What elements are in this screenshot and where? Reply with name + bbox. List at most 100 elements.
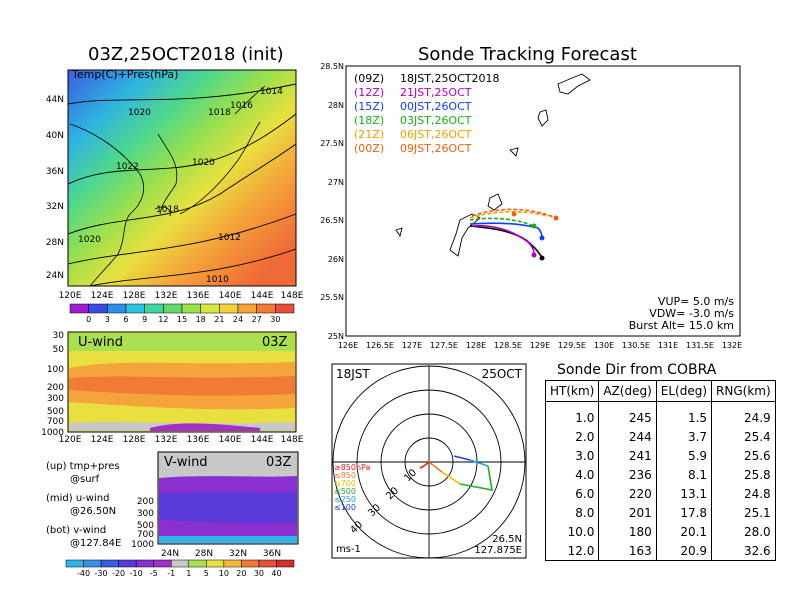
colorbar-label: 20 — [236, 569, 246, 578]
colorbar-swatch — [118, 559, 137, 568]
lon-tick-label: 120E — [59, 435, 82, 444]
p-tick-label: 200 — [137, 497, 154, 507]
p-tick-label: 300 — [137, 509, 154, 519]
lon-tick-label: 130.5E — [622, 341, 650, 350]
v-wind-time: 03Z — [266, 455, 292, 470]
lat-tick-label: 36N — [263, 549, 281, 559]
table-row: 3.0 241 5.9 25.6 — [544, 446, 776, 465]
table-row: 4.0 236 8.1 25.8 — [544, 465, 776, 484]
colorbar-swatch — [163, 303, 183, 314]
colorbar-label: 24 — [233, 315, 243, 324]
sonde-dir-table: HT(km) AZ(deg) EL(deg) RNG(km) 1.0 245 1… — [544, 380, 776, 561]
isobar-label: 1022 — [116, 162, 139, 172]
lon-tick-label: 148E — [281, 291, 304, 301]
table-cell: 241 — [598, 446, 657, 465]
colorbar-swatch — [144, 303, 164, 314]
level-label: ≥850hPa — [334, 463, 371, 472]
table-cell: 8.0 — [544, 503, 600, 522]
hodograph-header: 18JST 25OCT — [336, 367, 523, 381]
table-cell: 244 — [598, 427, 657, 446]
legend-time: 09JST,26OCT — [400, 142, 472, 155]
colorbar-label: 3 — [105, 315, 110, 324]
isobar-label: 1010 — [206, 275, 229, 285]
p-tick-label: 1000 — [131, 540, 154, 550]
field-label: Temp(C)+Pres(hPa) — [71, 68, 178, 81]
legend-time: 21JST,25OCT — [400, 86, 472, 99]
hodograph-time-left: 18JST — [336, 367, 370, 381]
colorbar-swatch — [100, 559, 119, 568]
colorbar-swatch — [135, 559, 154, 568]
legend-time: 06JST,26OCT — [400, 128, 472, 141]
lon-tick-label: 131.5E — [686, 341, 714, 350]
colorbar-label: 10 — [219, 569, 229, 578]
p-tick-label: 50 — [53, 345, 65, 355]
hodograph-lon: 127.875E — [474, 545, 522, 556]
table-cell: 32.6 — [711, 541, 776, 561]
colorbar-label: 1 — [186, 569, 191, 578]
hodograph-time-right: 25OCT — [482, 367, 523, 381]
p-tick-label: 30 — [53, 331, 65, 341]
tracking-map: (09Z) 18JST,25OCT2018 (12Z) 21JST,25OCT … — [320, 62, 742, 350]
colorbar-swatch — [223, 559, 242, 568]
colorbar-label: 30 — [254, 569, 264, 578]
level-label: ≤850 — [334, 471, 356, 480]
note-line: (up) tmp+pres — [46, 461, 120, 472]
table-cell: 2.0 — [544, 427, 600, 446]
forecast-params: VUP= 5.0 m/s VDW= -3.0 m/s Burst Alt= 15… — [629, 295, 735, 332]
p-tick-label: 100 — [47, 365, 64, 375]
surface-map: Temp(C)+Pres(hPa) 1020 1018 1016 1014 10… — [46, 68, 304, 324]
temperature-field — [67, 69, 297, 287]
lat-tick-label: 27.5N — [320, 139, 344, 148]
lon-tick-label: 132E — [155, 435, 178, 444]
lon-tick-label: 127E — [402, 341, 422, 350]
colorbar-swatch — [276, 559, 295, 568]
legend-zulu: (00Z) — [354, 142, 384, 155]
colorbar-label: 9 — [142, 315, 147, 324]
colorbar-swatch — [206, 559, 225, 568]
table-cell: 28.0 — [711, 522, 776, 541]
colorbar-swatch — [107, 303, 127, 314]
table-cell: 13.1 — [655, 484, 713, 503]
table-row: 12.0 163 20.9 32.6 — [544, 541, 776, 561]
level-label: ≤500 — [334, 487, 356, 496]
table-cell: 163 — [598, 541, 657, 561]
level-label: ≤100 — [334, 503, 356, 512]
legend-zulu: (09Z) — [354, 72, 384, 85]
p-tick-label: 500 — [137, 521, 154, 531]
v-wind-label: V-wind — [164, 455, 208, 470]
colorbar-label: 30 — [270, 315, 280, 324]
p-tick-label: 300 — [47, 394, 64, 404]
hodograph-lat: 26.5N — [492, 534, 522, 545]
table-cell: 1.5 — [655, 401, 713, 427]
table-cell: 12.0 — [544, 541, 600, 561]
colorbar-label: 0 — [86, 315, 91, 324]
lat-tick-label: 24N — [161, 549, 179, 559]
lat-tick-label: 32N — [46, 202, 64, 212]
table-row: 1.0 245 1.5 24.9 — [544, 401, 776, 427]
lat-tick-label: 25N — [328, 332, 344, 341]
table-cell: 1.0 — [544, 401, 600, 427]
isobar-label: 1018 — [208, 108, 231, 118]
table-cell: 3.0 — [544, 446, 600, 465]
colorbar-swatch — [69, 303, 89, 314]
table-row: 10.0 180 20.1 28.0 — [544, 522, 776, 541]
lat-tick-label: 26.5N — [320, 216, 344, 225]
p-tick-label: 700 — [137, 530, 154, 540]
colorbar-label: 18 — [196, 315, 206, 324]
hodograph: 18JST 25OCT 10 20 30 40 ≥850hPa ≤850 ≤70… — [331, 363, 527, 559]
colorbar-swatch — [65, 559, 84, 568]
lat-tick-label: 24N — [46, 271, 64, 281]
legend-time: 03JST,26OCT — [400, 114, 472, 127]
colorbar-label: -40 — [77, 569, 90, 578]
table-cell: 236 — [598, 465, 657, 484]
colorbar-swatch — [88, 303, 108, 314]
note-line: (mid) u-wind — [46, 493, 110, 504]
colorbar-label: 5 — [204, 569, 209, 578]
lon-tick-label: 129E — [530, 341, 550, 350]
lat-tick-label: 28N — [46, 238, 64, 248]
param-line: Burst Alt= 15.0 km — [629, 319, 734, 332]
panel-notes: (up) tmp+pres @surf (mid) u-wind @26.50N… — [46, 460, 121, 550]
table-cell: 180 — [598, 522, 657, 541]
isobar-label: 1020 — [192, 158, 215, 168]
table-cell: 25.8 — [711, 465, 776, 484]
